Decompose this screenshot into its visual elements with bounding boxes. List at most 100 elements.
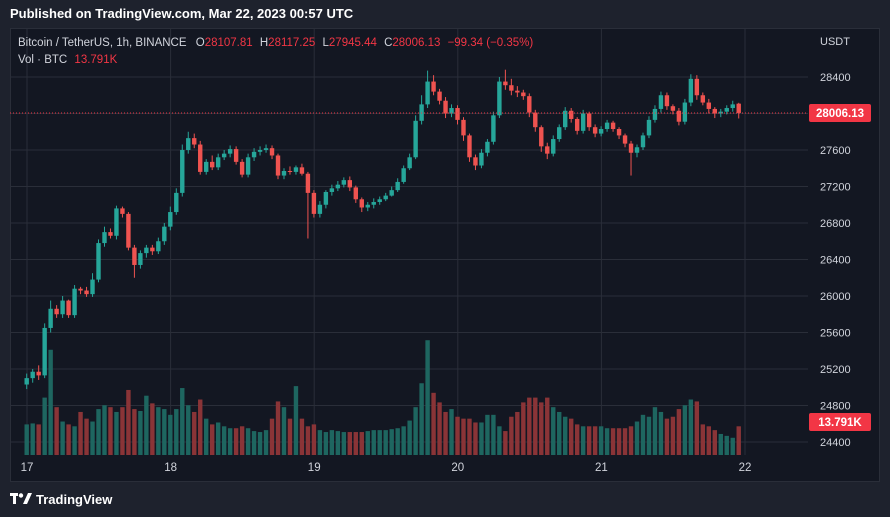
volume-bar bbox=[215, 422, 221, 455]
y-tick-label: 28400 bbox=[820, 72, 851, 84]
candle-body bbox=[563, 110, 568, 128]
volume-bar bbox=[545, 397, 550, 455]
candle-body bbox=[198, 144, 203, 172]
volume-bar bbox=[377, 430, 382, 455]
currency-label: USDT bbox=[820, 36, 850, 48]
volume-bar bbox=[521, 402, 526, 455]
candle-body bbox=[156, 241, 161, 252]
candle-body bbox=[353, 187, 358, 200]
volume-bar bbox=[144, 395, 149, 455]
volume-bar bbox=[36, 424, 41, 455]
candle-body bbox=[688, 78, 694, 103]
volume-bar bbox=[60, 421, 65, 455]
x-tick-label: 19 bbox=[308, 462, 321, 474]
candle-body bbox=[329, 188, 335, 192]
candle-body bbox=[730, 104, 735, 109]
volume-bar bbox=[431, 392, 436, 455]
volume-bar bbox=[491, 414, 496, 455]
volume-bar bbox=[108, 407, 113, 455]
candle-body bbox=[455, 108, 460, 120]
volume-bar bbox=[72, 426, 77, 455]
x-tick-label: 21 bbox=[595, 462, 608, 474]
volume-bar bbox=[192, 411, 197, 455]
volume-bar bbox=[634, 421, 640, 455]
candle-body bbox=[694, 78, 700, 96]
candle-body bbox=[431, 81, 436, 92]
volume-bars bbox=[24, 340, 741, 455]
candle-body bbox=[491, 115, 496, 142]
volume-bar bbox=[628, 426, 634, 455]
close-label: C bbox=[384, 37, 393, 49]
volume-bar bbox=[84, 418, 89, 455]
volume-bar bbox=[563, 416, 568, 455]
candle-body bbox=[515, 90, 520, 93]
y-tick-label: 25200 bbox=[820, 364, 851, 376]
candle-body bbox=[706, 102, 712, 109]
volume-bar bbox=[275, 401, 281, 455]
volume-bar bbox=[42, 397, 47, 455]
candle-body bbox=[48, 308, 53, 328]
volume-bar bbox=[198, 399, 203, 455]
volume-bar bbox=[443, 411, 448, 455]
volume-bar bbox=[305, 426, 311, 455]
candle-body bbox=[736, 103, 741, 113]
volume-bar bbox=[401, 426, 406, 455]
change-value: −99.34 (−0.35%) bbox=[447, 37, 534, 49]
volume-bar bbox=[341, 432, 347, 455]
volume-row: Vol · BTC 13.791K bbox=[18, 52, 533, 69]
candle-body bbox=[221, 153, 227, 158]
candle-body bbox=[96, 243, 101, 280]
volume-bar bbox=[509, 416, 514, 455]
volume-bar bbox=[682, 405, 688, 455]
candle-body bbox=[389, 190, 394, 196]
candle-body bbox=[622, 135, 628, 144]
candle-body bbox=[359, 199, 364, 208]
candle-body bbox=[437, 91, 442, 101]
last-price-tag-text: 28006.13 bbox=[816, 108, 864, 120]
volume-bar bbox=[204, 418, 209, 455]
last-price-tag: 28006.13 bbox=[809, 103, 871, 122]
candle-body bbox=[36, 371, 41, 376]
candle-body bbox=[527, 96, 532, 113]
volume-bar bbox=[413, 407, 418, 455]
candle-body bbox=[227, 149, 233, 154]
candle-body bbox=[251, 151, 257, 158]
candle-body bbox=[281, 170, 287, 176]
volume-bar bbox=[102, 405, 107, 455]
candle-body bbox=[275, 155, 281, 176]
price-axis: 2840028000276002720026800264002600025600… bbox=[820, 72, 851, 449]
x-tick-label: 22 bbox=[739, 462, 752, 474]
volume-bar bbox=[485, 414, 490, 455]
volume-bar bbox=[712, 430, 717, 455]
candle-body bbox=[42, 327, 47, 376]
volume-bar bbox=[455, 416, 460, 455]
volume-bar bbox=[616, 428, 622, 455]
candle-body bbox=[700, 95, 706, 103]
footer-brand[interactable]: TradingView bbox=[10, 488, 112, 510]
candle-body bbox=[108, 232, 113, 236]
high-label: H bbox=[259, 37, 269, 49]
candle-body bbox=[377, 199, 382, 203]
candle-body bbox=[269, 148, 275, 156]
volume-bar bbox=[497, 426, 502, 455]
candle-body bbox=[610, 122, 616, 130]
volume-bar bbox=[293, 386, 299, 455]
volume-bar bbox=[473, 422, 478, 455]
volume-bar bbox=[359, 432, 364, 455]
volume-bar bbox=[78, 411, 83, 455]
volume-bar bbox=[287, 418, 293, 455]
candle-body bbox=[712, 108, 717, 114]
volume-bar bbox=[467, 418, 472, 455]
candle-body bbox=[449, 108, 454, 114]
volume-bar bbox=[586, 426, 592, 455]
volume-bar bbox=[227, 428, 233, 455]
volume-bar bbox=[114, 411, 119, 455]
ohlc-row: Bitcoin / TetherUS, 1h, BINANCE O28107.8… bbox=[18, 35, 533, 52]
candle-body bbox=[652, 108, 658, 120]
candle-body bbox=[132, 247, 137, 265]
volume-bar bbox=[694, 401, 700, 455]
candle-body bbox=[425, 81, 430, 105]
candle-body bbox=[604, 122, 610, 130]
volume-bar bbox=[688, 399, 694, 455]
